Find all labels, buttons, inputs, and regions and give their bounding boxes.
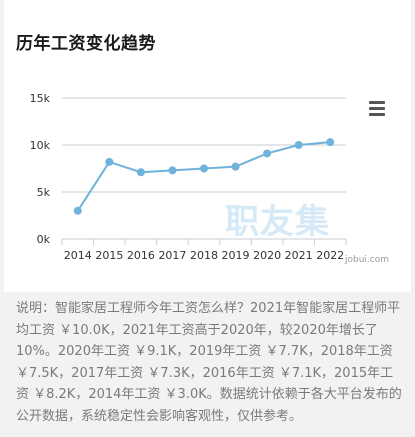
data-point[interactable] — [168, 166, 177, 175]
x-tick-label: 2018 — [190, 249, 218, 262]
x-tick-label: 2020 — [253, 249, 281, 262]
x-tick-label: 2019 — [222, 249, 250, 262]
salary-description: 说明：智能家居工程师今年工资怎么样？2021年智能家居工程师平均工资 ￥10.0… — [16, 301, 402, 424]
chart-title: 历年工资变化趋势 — [16, 34, 156, 54]
data-point[interactable] — [105, 157, 114, 166]
chart-card — [4, 0, 411, 292]
x-tick-label: 2022 — [316, 249, 344, 262]
watermark-site: jobui.com — [345, 255, 390, 265]
x-tick-label: 2014 — [64, 249, 92, 262]
hamburger-menu-icon[interactable] — [369, 101, 385, 117]
watermark-logo: 职友集 — [225, 202, 330, 242]
data-point[interactable] — [326, 138, 335, 147]
data-point[interactable] — [200, 164, 208, 173]
x-tick-label: 2017 — [158, 249, 186, 262]
line-chart: 0k 5k 10k 15k 2014 2015 2016 2017 2018 2019 2020 20… — [30, 92, 347, 262]
y-tick-label: 0k — [37, 233, 51, 246]
data-point[interactable] — [73, 206, 82, 215]
x-tick-label: 2021 — [285, 249, 313, 262]
x-tick-label: 2016 — [127, 249, 155, 262]
x-tick-label: 2015 — [95, 249, 123, 262]
y-tick-label: 15k — [30, 92, 51, 105]
data-point[interactable] — [294, 141, 303, 149]
data-point[interactable] — [263, 149, 272, 158]
y-tick-label: 10k — [30, 139, 51, 152]
data-point[interactable] — [136, 168, 145, 177]
series-line — [76, 141, 331, 212]
y-tick-label: 5k — [37, 186, 51, 199]
data-point[interactable] — [231, 162, 240, 171]
